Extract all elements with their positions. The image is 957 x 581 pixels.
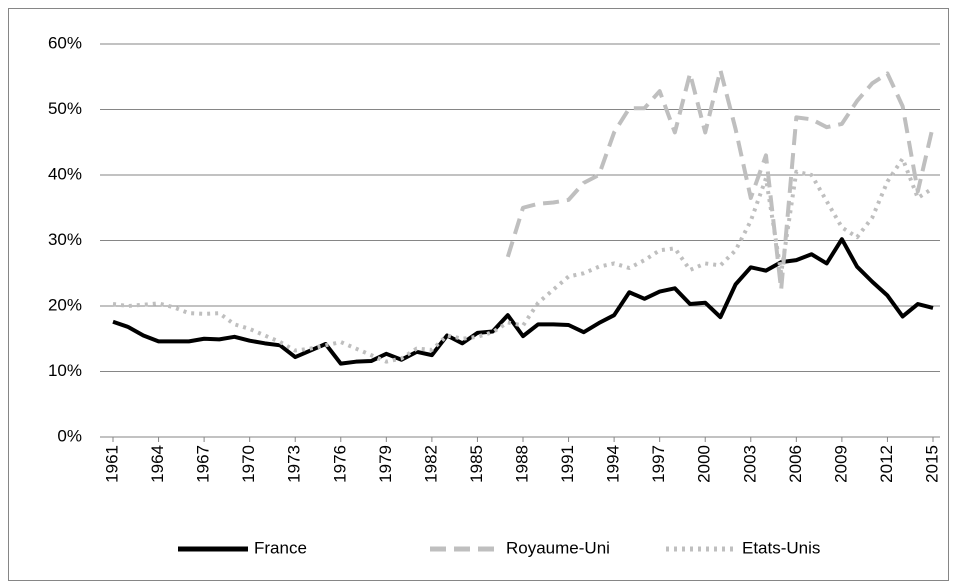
legend-label: Royaume-Uni <box>506 538 610 557</box>
x-tick-label: 1979 <box>376 445 395 483</box>
x-tick-label: 2000 <box>695 445 714 483</box>
x-tick-label: 1991 <box>558 445 577 483</box>
y-tick-label: 40% <box>48 164 82 183</box>
x-tick-label: 1967 <box>194 445 213 483</box>
x-tick-label: 2012 <box>877 445 896 483</box>
x-tick-label: 1973 <box>285 445 304 483</box>
x-tick-label: 2015 <box>922 445 941 483</box>
x-tick-label: 1997 <box>649 445 668 483</box>
x-tick-label: 1970 <box>239 445 258 483</box>
x-tick-label: 1985 <box>467 445 486 483</box>
x-tick-label: 1988 <box>512 445 531 483</box>
legend-label: France <box>254 538 307 557</box>
x-tick-label: 2003 <box>740 445 759 483</box>
x-tick-label: 1976 <box>330 445 349 483</box>
y-tick-label: 0% <box>57 426 82 445</box>
y-tick-label: 50% <box>48 99 82 118</box>
line-series <box>505 68 935 292</box>
y-tick-label: 30% <box>48 230 82 249</box>
y-tick-label: 60% <box>48 33 82 52</box>
legend-label: Etats-Unis <box>742 538 820 557</box>
x-tick-label: 2009 <box>831 445 850 483</box>
x-tick-label: 1961 <box>102 445 121 483</box>
line-series <box>112 156 935 364</box>
x-tick-label: 2006 <box>786 445 805 483</box>
chart-border <box>8 8 949 581</box>
x-tick-label: 1982 <box>421 445 440 483</box>
y-tick-label: 20% <box>48 295 82 314</box>
x-tick-label: 1994 <box>604 445 623 483</box>
line-series <box>112 237 934 366</box>
x-tick-label: 1964 <box>148 445 167 483</box>
y-tick-label: 10% <box>48 361 82 380</box>
